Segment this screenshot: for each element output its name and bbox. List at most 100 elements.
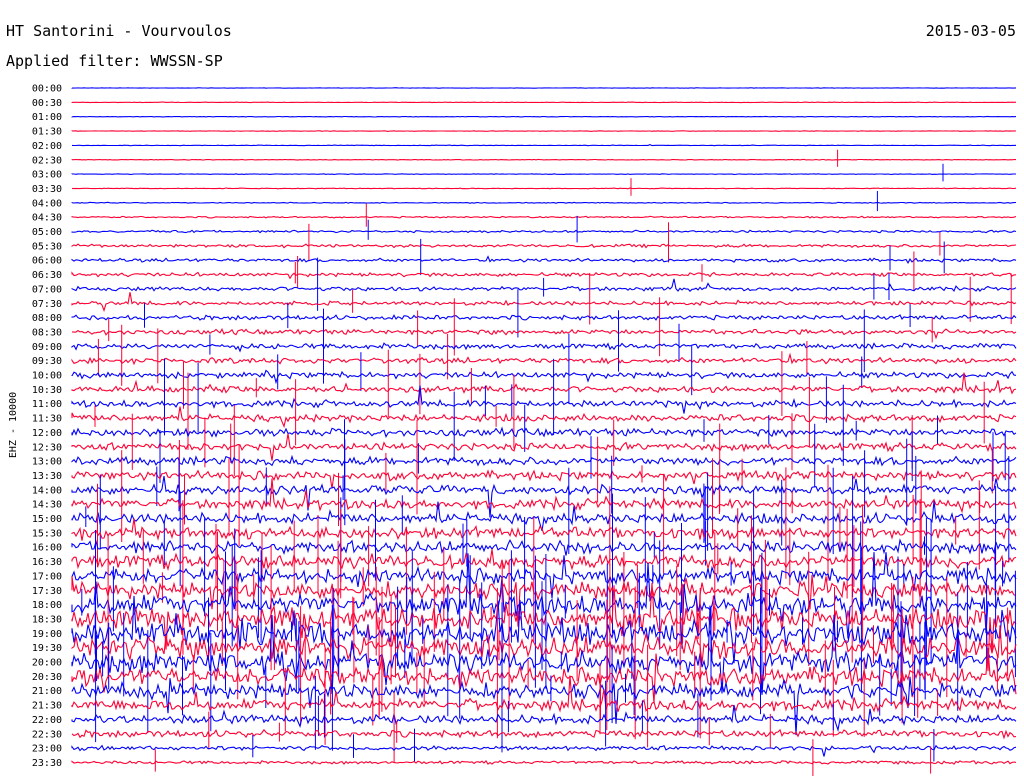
trace-line [71,759,1017,765]
tick-label-group: 00:00 00:30 01:00 01:30 02:00 02:30 03:00 03:30… [32,84,62,769]
trace-line [71,433,1017,461]
tick-label: 21:30 [32,701,62,712]
tick-label: 05:00 [32,227,62,238]
trace-line [71,229,1017,234]
tick-label: 19:00 [32,629,62,640]
tick-label: 05:30 [32,241,62,252]
trace-line [71,574,1017,640]
trace-line [71,625,1017,664]
trace-line [71,476,1017,518]
y-axis-label: EHZ - 10000 [8,392,19,458]
trace-line [71,130,1017,132]
tick-label: 14:30 [32,500,62,511]
trace-line [71,518,1017,541]
tick-label: 10:30 [32,385,62,396]
chart-date: 2015-03-05 [926,22,1016,40]
trace-line [71,552,1017,649]
trace-line [71,352,1017,366]
trace-line [71,215,1017,219]
trace-line [71,201,1017,204]
tick-label: 23:00 [32,744,62,755]
trace-line [71,385,1017,414]
trace-line [71,369,1017,385]
trace-line [71,314,1017,321]
tick-label: 19:30 [32,643,62,654]
filter-label: Applied filter: WWSSN-SP [6,52,223,70]
tick-label: 01:00 [32,112,62,123]
trace-line [71,552,1017,599]
tick-label: 04:30 [32,213,62,224]
tick-label: 04:00 [32,198,62,209]
trace-line [71,143,1017,147]
trace-line [71,744,1017,757]
tick-label: 03:30 [32,184,62,195]
trace-line [71,158,1017,161]
tick-label: 11:00 [32,399,62,410]
trace-line [71,478,1017,514]
tick-label: 09:00 [32,342,62,353]
tick-label: 00:00 [32,84,62,95]
tick-label: 16:30 [32,557,62,568]
trace-line [71,327,1017,340]
tick-label: 18:30 [32,614,62,625]
tick-label: 13:30 [32,471,62,482]
trace-line [71,500,1017,531]
tick-label: 23:30 [32,758,62,769]
tick-label: 01:30 [32,127,62,138]
tick-label: 22:00 [32,715,62,726]
trace-line [71,101,1017,104]
tick-label: 11:30 [32,414,62,425]
trace-line [71,549,1017,572]
trace-line [71,372,1017,395]
tick-label: 17:30 [32,586,62,597]
trace-line [71,115,1017,118]
trace-line [71,292,1017,313]
trace-line [71,469,1017,489]
tick-label: 08:00 [32,313,62,324]
tick-label: 20:30 [32,672,62,683]
trace-line [71,278,1017,293]
trace-line [71,173,1016,175]
tick-label: 03:00 [32,170,62,181]
tick-label: 21:00 [32,686,62,697]
tick-label: 07:30 [32,299,62,310]
tick-label: 06:30 [32,270,62,281]
trace-line [71,454,1017,467]
trace-line [71,87,1017,89]
trace-group [71,87,1017,776]
tick-label: 12:30 [32,442,62,453]
tick-label: 15:30 [32,528,62,539]
tick-label: 00:30 [32,98,62,109]
tick-label: 10:00 [32,371,62,382]
trace-line [71,676,1017,736]
trace-line [71,255,1017,265]
trace-line [71,342,1017,353]
tick-label: 02:00 [32,141,62,152]
tick-label: 22:30 [32,729,62,740]
trace-line [71,582,1017,672]
tick-label: 20:00 [32,658,62,669]
tick-label: 07:00 [32,284,62,295]
tick-label: 17:00 [32,571,62,582]
trace-line [71,704,1017,733]
trace-line [71,675,1017,713]
trace-line [71,538,1017,556]
trace-line [71,406,1017,429]
tick-label: 08:30 [32,327,62,338]
trace-line [71,595,1017,664]
tick-label: 06:00 [32,256,62,267]
tick-label: 16:00 [32,543,62,554]
tick-label: 13:00 [32,457,62,468]
tick-label: 02:30 [32,155,62,166]
trace-line [71,728,1017,740]
tick-label: 09:30 [32,356,62,367]
trace-line [71,187,1017,190]
trace-line [71,271,1017,280]
trace-line [71,647,1017,704]
tick-label: 14:00 [32,485,62,496]
trace-line [71,243,1017,249]
tick-label: 12:00 [32,428,62,439]
trace-line [71,426,1017,438]
chart-title: HT Santorini - Vourvoulos [6,22,232,40]
